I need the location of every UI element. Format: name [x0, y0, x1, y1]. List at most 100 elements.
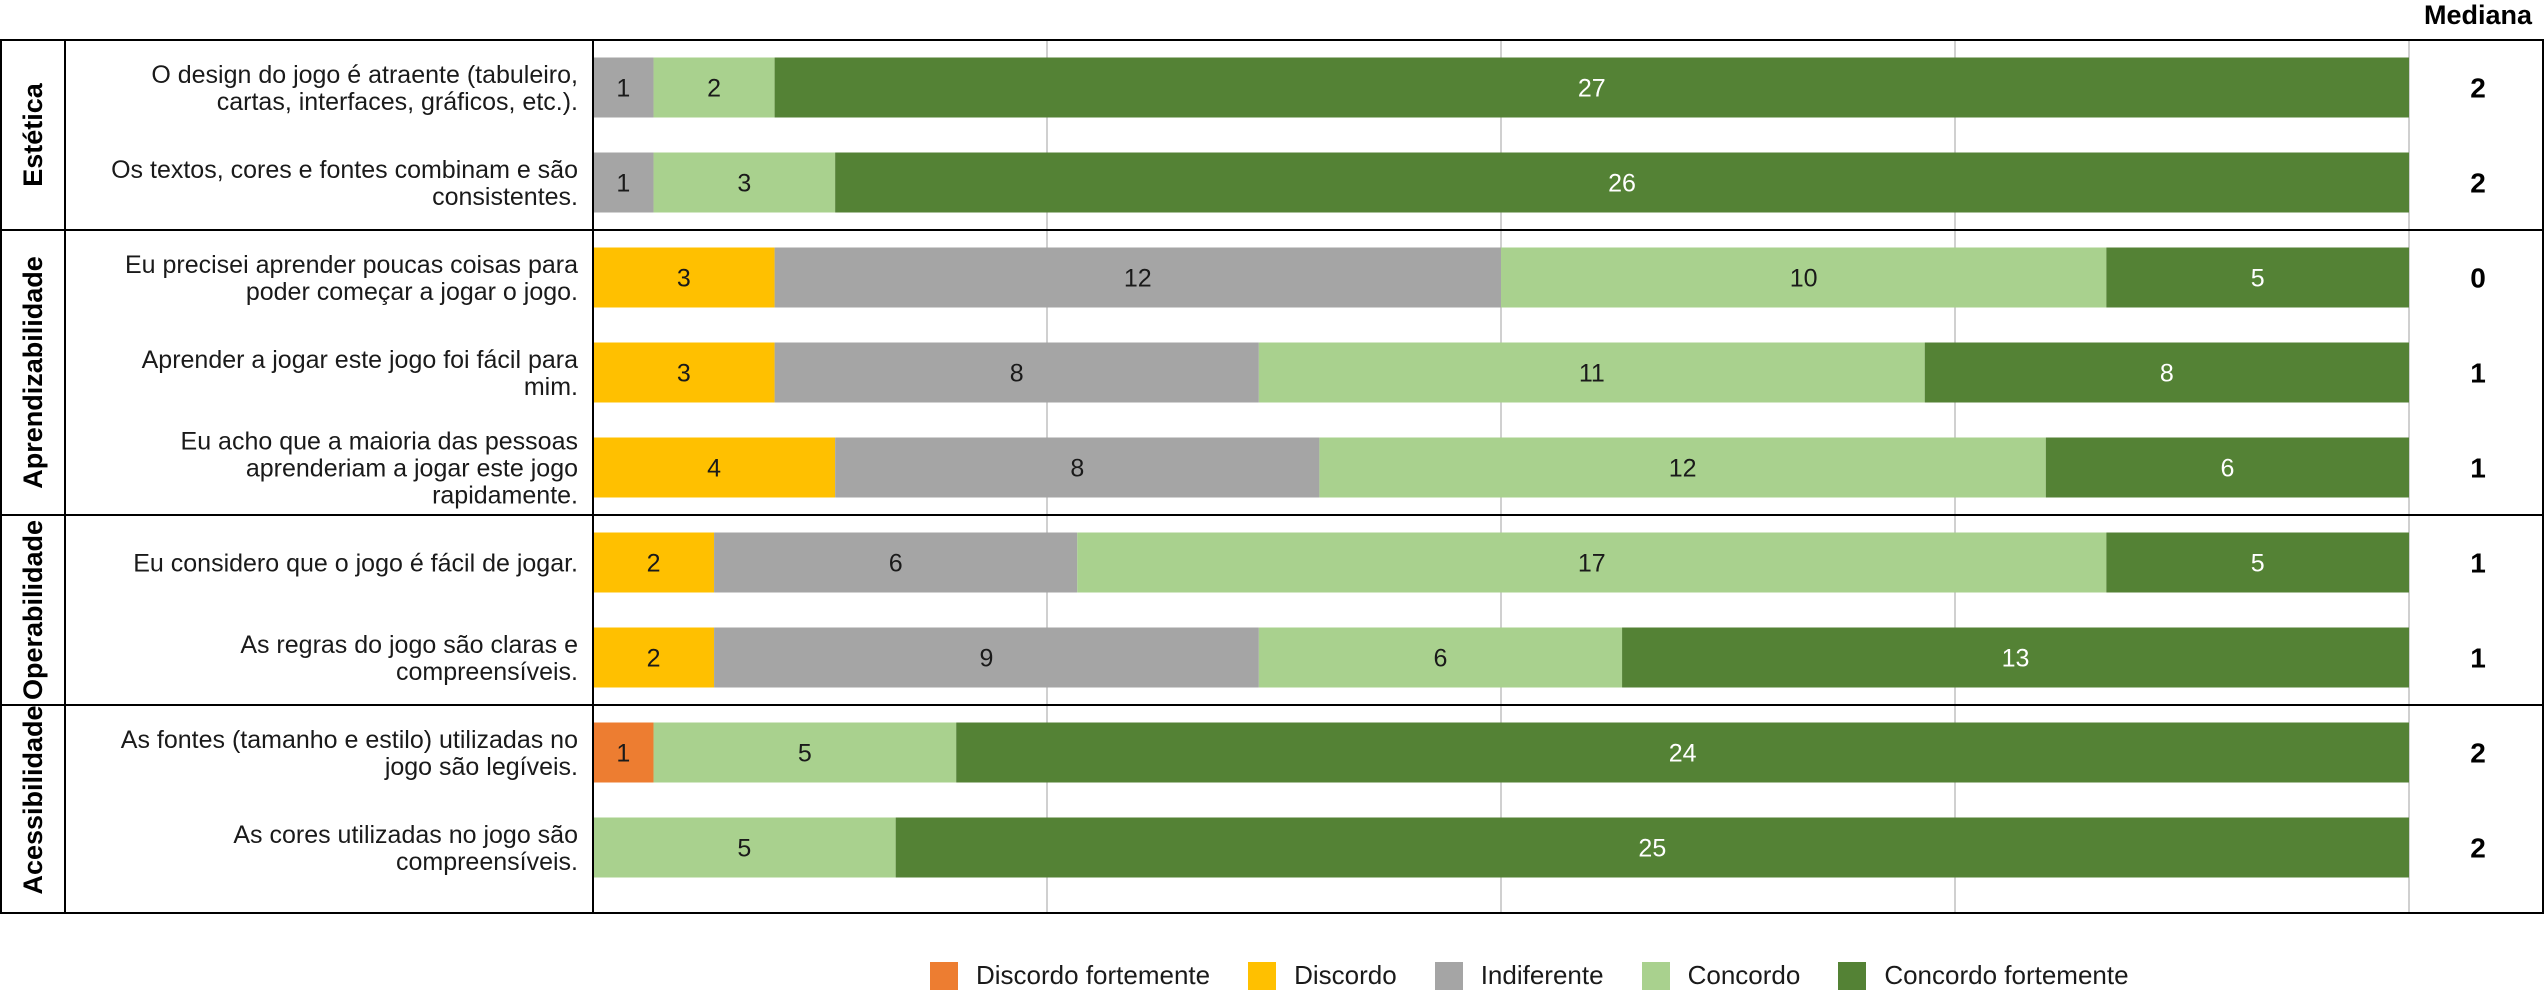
bar-value-label: 2: [647, 645, 661, 673]
legend-label: Discordo fortemente: [976, 960, 1211, 990]
bar-value-label: 27: [1578, 75, 1606, 103]
median-header: Mediana: [2424, 0, 2533, 30]
bar-segment-g3-r0-c0: [593, 722, 654, 783]
bar-segment-g1-r0-c2: [774, 247, 1501, 308]
legend-swatch: [930, 961, 958, 990]
bar-segment-g1-r0-c3: [1501, 247, 2107, 308]
bar-segment-g2-r0-c1: [593, 532, 715, 593]
median-value: 2: [2470, 833, 2486, 864]
bar-value-label: 2: [647, 550, 661, 578]
bar-segment-g1-r2-c1: [593, 437, 836, 498]
row-label: As regras do jogo são claras e compreensí…: [240, 631, 578, 686]
bar-segment-g2-r1-c3: [1258, 627, 1623, 688]
bar-value-label: 4: [707, 455, 721, 483]
median-value: 1: [2470, 643, 2486, 674]
bar-segment-g1-r2-c2: [835, 437, 1320, 498]
bar-value-label: 11: [1579, 360, 1605, 388]
bar-segment-g1-r1-c3: [1258, 342, 1925, 403]
row-label: As cores utilizadas no jogo são compreens…: [233, 821, 578, 876]
median-value: 1: [2470, 548, 2486, 579]
legend-swatch: [1434, 961, 1463, 990]
bar-segment-g1-r2-c3: [1319, 437, 2046, 498]
legend-label: Indiferente: [1480, 960, 1604, 990]
median-value: 1: [2470, 453, 2486, 484]
bar-segment-g3-r1-c3: [593, 817, 896, 878]
bar-value-label: 9: [980, 645, 994, 673]
group-label: Acessibilidade: [18, 705, 48, 894]
bar-value-label: 5: [2251, 550, 2265, 578]
legend-item: Discordo: [1248, 960, 1397, 991]
bar-value-label: 1: [616, 740, 630, 768]
bar-value-label: 3: [737, 170, 751, 198]
legend-label: Concordo: [1687, 960, 1801, 990]
bar-segment-g0-r0-c2: [593, 57, 654, 118]
bar-segment-g1-r1-c4: [1924, 342, 2409, 403]
bar-segment-g2-r0-c2: [714, 532, 1078, 593]
bar-segment-g2-r1-c1: [593, 627, 715, 688]
legend-item: Concordo: [1641, 960, 1801, 991]
legend-label: Concordo fortemente: [1884, 960, 2129, 990]
legend-swatch: [1641, 961, 1670, 990]
bar-value-label: 26: [1608, 170, 1636, 198]
bar-segment-g2-r1-c4: [1622, 627, 2409, 688]
bar-segment-g2-r0-c3: [1077, 532, 2107, 593]
bar-segment-g2-r0-c4: [2106, 532, 2409, 593]
legend-swatch: [1838, 961, 1867, 990]
bar-value-label: 3: [677, 265, 691, 293]
bar-value-label: 1: [616, 75, 630, 103]
bar-segment-g3-r0-c4: [956, 722, 2410, 783]
bar-value-label: 17: [1578, 550, 1606, 578]
bar-segment-g0-r1-c4: [835, 152, 2410, 213]
bar-segment-g0-r1-c2: [593, 152, 654, 213]
bar-value-label: 6: [889, 550, 903, 578]
bar-value-label: 1: [616, 170, 630, 198]
group-label: Estética: [18, 82, 48, 187]
bar-segment-g1-r1-c2: [774, 342, 1259, 403]
bar-value-label: 10: [1790, 265, 1818, 293]
bar-value-label: 2: [707, 75, 721, 103]
table-frame: [0, 39, 2544, 914]
legend: Discordo fortemente Discordo Indiferente Co…: [930, 960, 2167, 991]
bar-value-label: 5: [798, 740, 812, 768]
bar-segment-g0-r0-c3: [653, 57, 775, 118]
legend-item: Indiferente: [1434, 960, 1604, 991]
bar-value-label: 12: [1124, 265, 1152, 293]
row-label: Eu acho que a maioria das pessoas aprende…: [181, 428, 578, 510]
bar-segment-g1-r0-c1: [593, 247, 775, 308]
median-value: 1: [2470, 358, 2486, 389]
bar-value-label: 8: [1070, 455, 1084, 483]
bar-segment-g1-r1-c1: [593, 342, 775, 403]
legend-item: Discordo fortemente: [930, 960, 1210, 991]
legend-swatch: [1248, 961, 1277, 990]
group-label: Aprendizabilidade: [18, 256, 48, 489]
row-label: Aprender a jogar este jogo foi fácil par…: [142, 346, 578, 401]
median-value: 0: [2470, 263, 2486, 294]
bar-value-label: 6: [1434, 645, 1448, 673]
median-value: 2: [2470, 168, 2486, 199]
bar-value-label: 13: [2002, 645, 2030, 673]
outer-border: [0, 39, 2544, 914]
bars: [593, 57, 2410, 878]
legend-item: Concordo fortemente: [1838, 960, 2129, 991]
bar-segment-g3-r0-c3: [653, 722, 957, 783]
group-label: Operabilidade: [18, 520, 48, 700]
bar-value-label: 8: [2160, 360, 2174, 388]
bar-value-label: 3: [677, 360, 691, 388]
bar-value-label: 8: [1010, 360, 1024, 388]
row-label: Eu precisei aprender poucas coisas para p…: [125, 251, 578, 306]
bar-segment-g2-r1-c2: [714, 627, 1259, 688]
bar-value-label: 6: [2220, 455, 2234, 483]
row-label: Eu considero que o jogo é fácil de jogar…: [133, 550, 578, 578]
bar-segment-g0-r0-c4: [774, 57, 2409, 118]
median-value: 2: [2470, 738, 2486, 769]
row-label: Os textos, cores e fontes combinam e são…: [111, 156, 578, 211]
bar-value-label: 24: [1669, 740, 1697, 768]
bar-value-label: 5: [737, 835, 751, 863]
bar-value-label: 12: [1669, 455, 1697, 483]
legend-label: Discordo: [1294, 960, 1397, 990]
bar-value-label: 5: [2251, 265, 2265, 293]
row-label: As fontes (tamanho e estilo) utilizadas …: [121, 726, 578, 781]
bar-segment-g1-r0-c4: [2106, 247, 2409, 308]
